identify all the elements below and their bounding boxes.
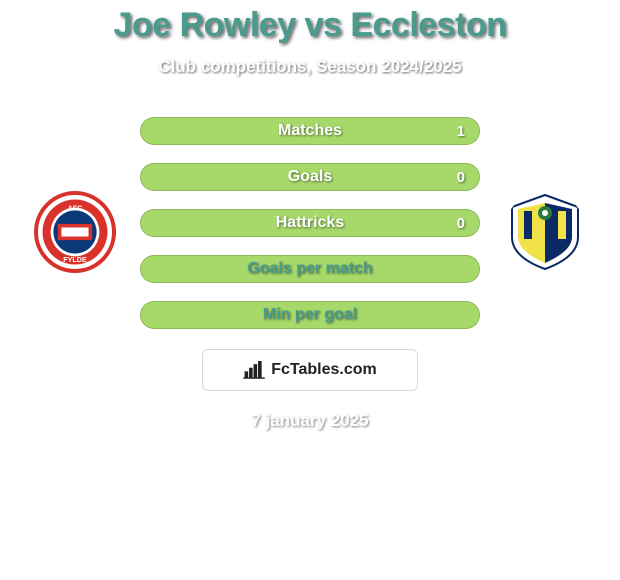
comparison-infographic: Joe Rowley vs Eccleston Club competition… (0, 0, 620, 580)
left-club-badge: AFC FYLDE (34, 191, 116, 273)
svg-text:AFC: AFC (68, 203, 83, 212)
stat-value-right: 0 (457, 169, 465, 186)
main-area: AFC FYLDE Matches1Goals0Hattricks0Goals … (0, 117, 620, 329)
stat-bar: Goals per match (140, 255, 480, 283)
right-player-oval (494, 121, 596, 145)
subtitle: Club competitions, Season 2024/2025 (0, 57, 620, 77)
stat-label: Matches (278, 122, 342, 140)
date-stamp: 7 january 2025 (0, 411, 620, 431)
stat-bar: Matches 1 (140, 117, 480, 145)
stat-value-right: 0 (457, 215, 465, 232)
watermark-text: FcTables.com (271, 361, 377, 379)
stat-label: Goals per match (247, 260, 372, 278)
stat-value-right: 1 (457, 123, 465, 140)
stat-bar: Goals 0 (140, 163, 480, 191)
stat-bar: Min per goal (140, 301, 480, 329)
sutton-badge-icon (504, 191, 586, 273)
left-player-oval (24, 121, 126, 145)
stat-bars: Matches 1 Goals 0 Hattricks 0 Goals per match M… (140, 117, 480, 329)
stat-label: Goals (288, 168, 332, 186)
svg-text:FYLDE: FYLDE (63, 255, 87, 264)
stat-label: Min per goal (263, 306, 357, 324)
bar-chart-icon (243, 361, 265, 379)
stat-label: Hattricks (276, 214, 344, 232)
afc-fylde-badge-icon: AFC FYLDE (38, 195, 112, 269)
source-watermark: FcTables.com (202, 349, 418, 391)
right-player-column (494, 117, 596, 273)
left-player-column: AFC FYLDE (24, 117, 126, 273)
page-title: Joe Rowley vs Eccleston (0, 6, 620, 45)
stat-bar: Hattricks 0 (140, 209, 480, 237)
right-club-badge (504, 191, 586, 273)
